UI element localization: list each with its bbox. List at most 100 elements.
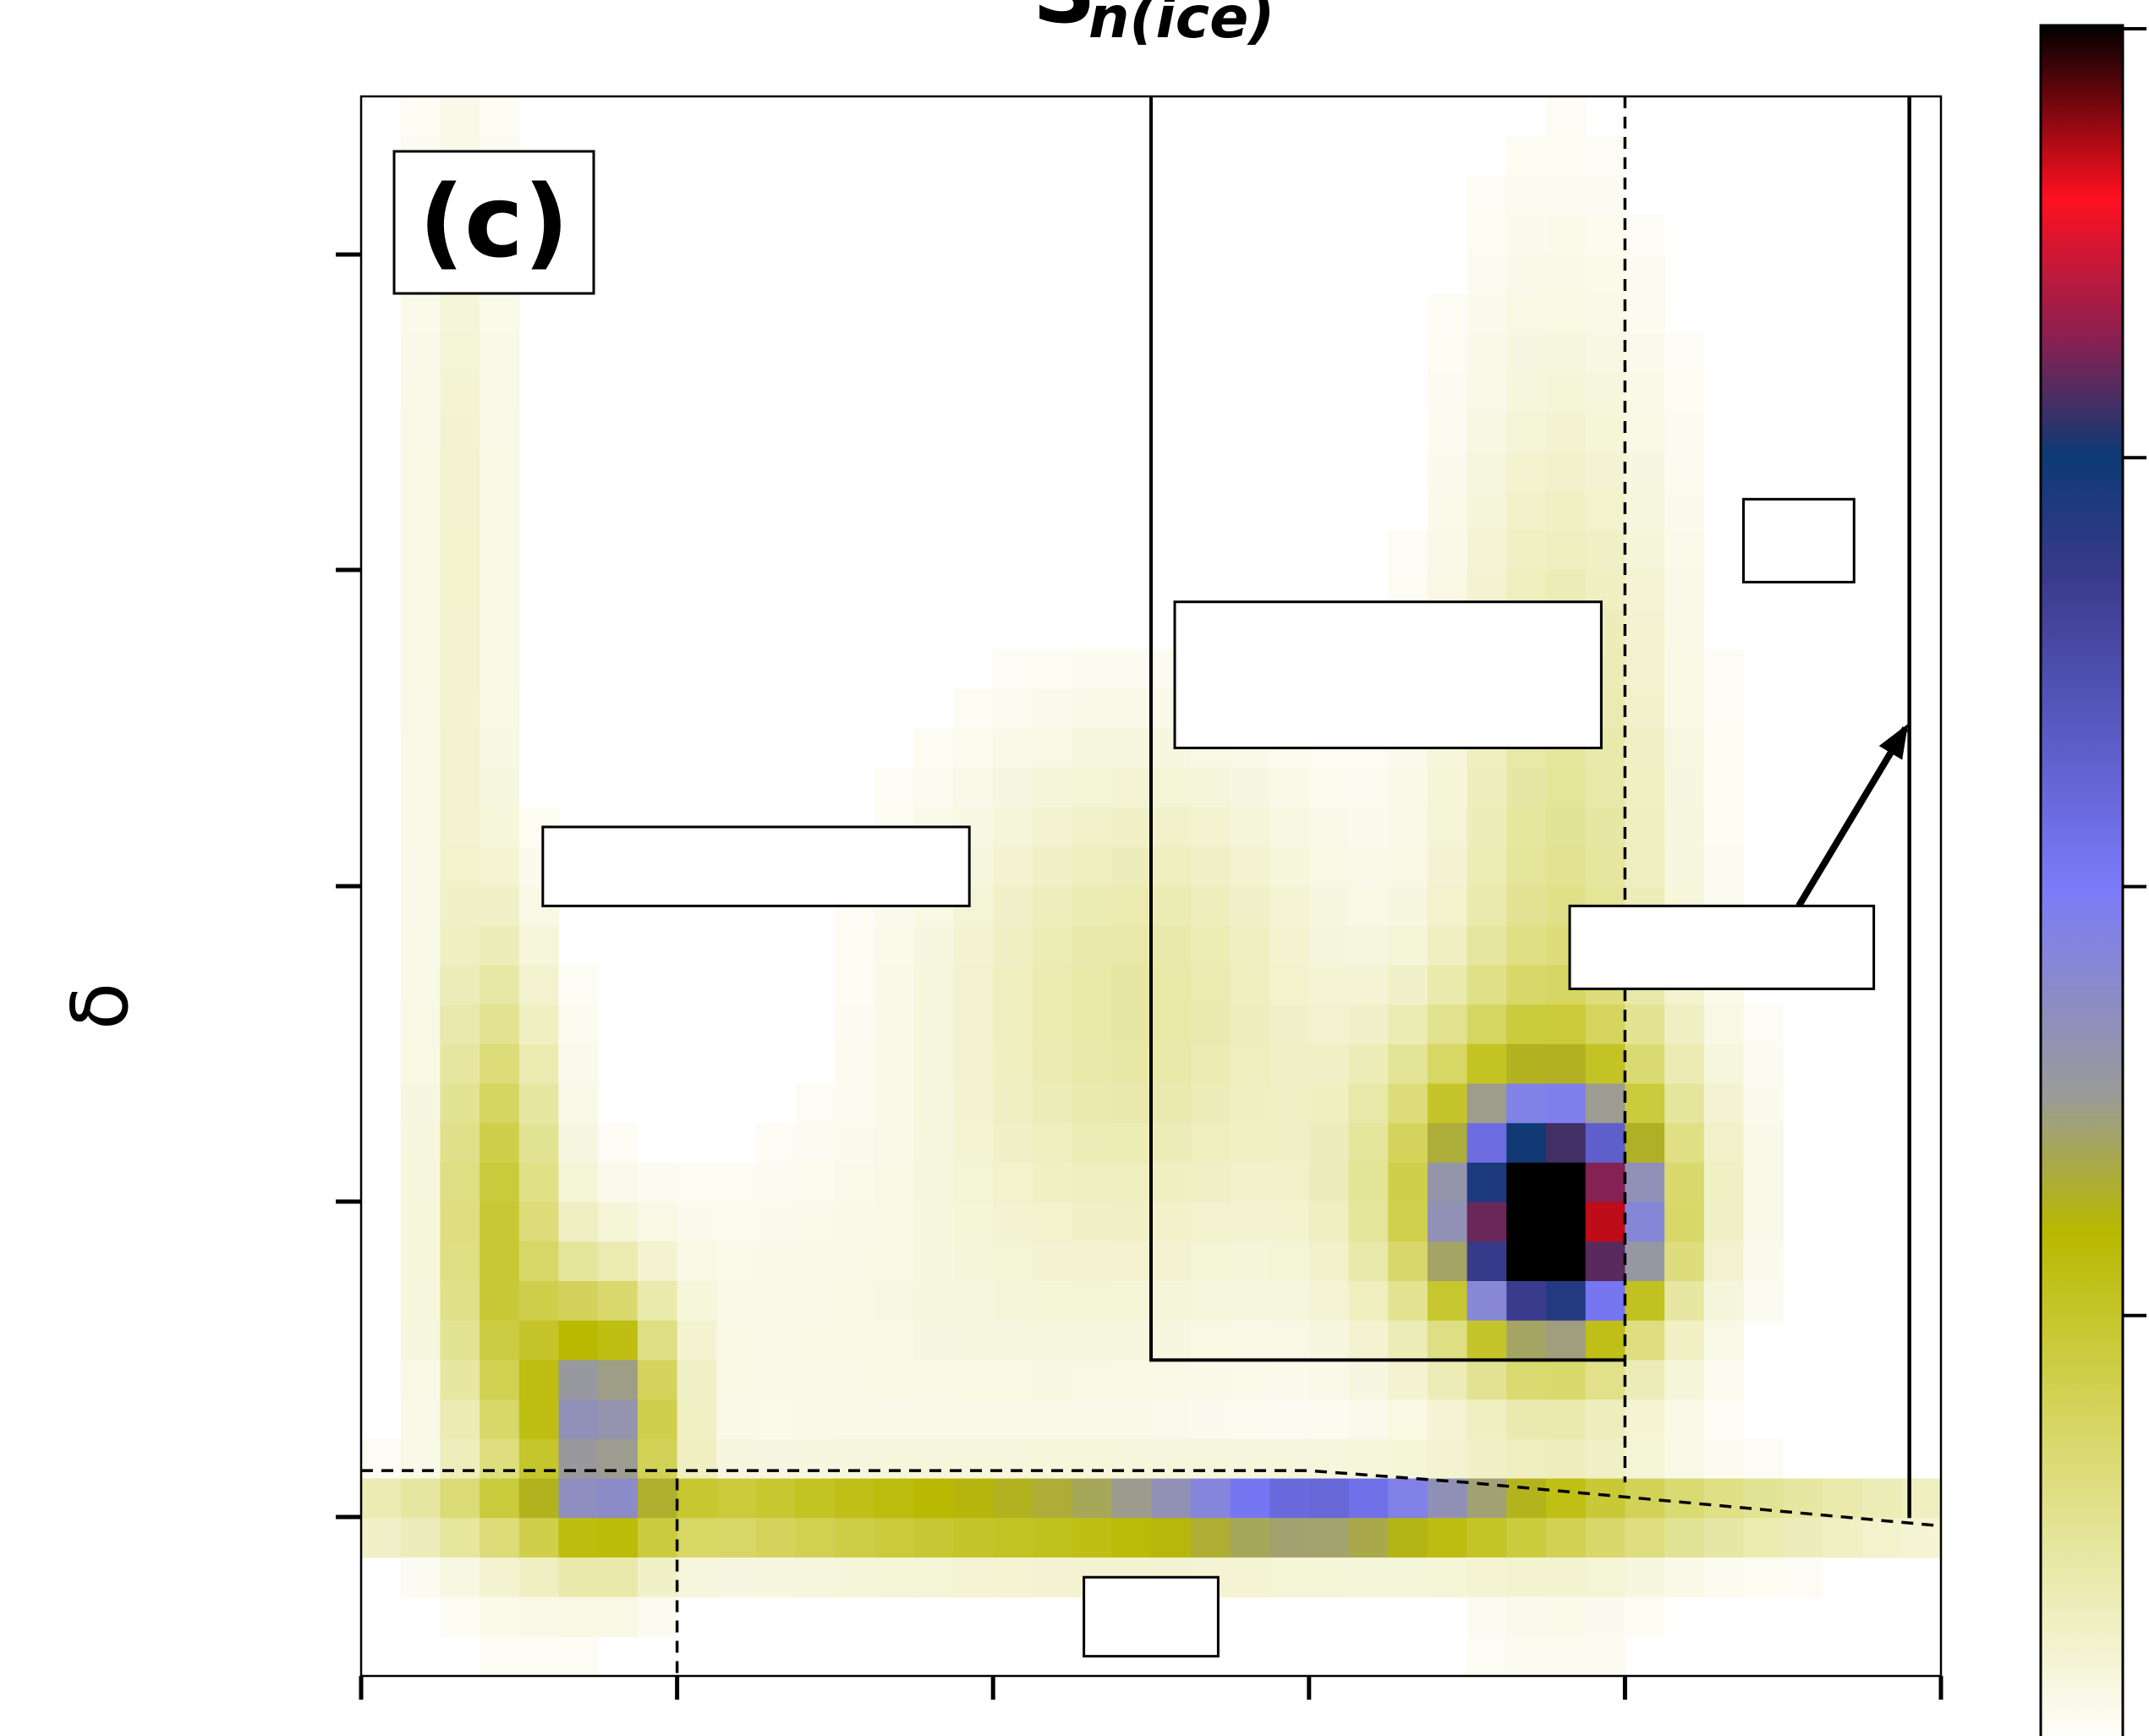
heatmap-cell (1466, 886, 1507, 927)
heatmap-cell (716, 1438, 757, 1480)
heatmap-cell (440, 807, 480, 847)
heatmap-cell (1466, 767, 1507, 808)
heatmap-cell (480, 1162, 520, 1203)
heatmap-cell (1151, 1438, 1192, 1480)
heatmap-cell (913, 1083, 955, 1124)
heatmap-cell (835, 925, 875, 966)
heatmap-cell (1546, 1123, 1587, 1164)
heatmap-cell (913, 1557, 955, 1598)
heatmap-cell (1032, 767, 1073, 808)
heatmap-cell (913, 1005, 955, 1045)
heatmap-cell (440, 491, 480, 532)
heatmap-cell (993, 1005, 1033, 1045)
heatmap-cell (1546, 254, 1587, 295)
heatmap-cell (1506, 135, 1547, 176)
y-axis-ticks (336, 252, 361, 1520)
heatmap-cell (953, 1438, 994, 1480)
heatmap-cell (1664, 1399, 1705, 1440)
heatmap-cell (874, 1360, 915, 1400)
heatmap-cell (1032, 1241, 1073, 1282)
heatmap-cell (1427, 1557, 1468, 1598)
heatmap-cell (637, 1518, 678, 1558)
heatmap-cell (953, 1202, 994, 1242)
heatmap-cell (1308, 846, 1350, 887)
heatmap-cell (953, 1005, 994, 1045)
heatmap-cell (400, 846, 441, 887)
heatmap-cell (1546, 1281, 1587, 1322)
heatmap-cell (1269, 1557, 1310, 1598)
heatmap-cell (480, 1360, 520, 1400)
heatmap-cell (1111, 1241, 1152, 1282)
heatmap-cell (361, 1478, 402, 1519)
heatmap-cell (993, 649, 1033, 690)
heatmap-cell (677, 1281, 717, 1322)
heatmap-cell (1625, 215, 1665, 255)
heatmap-cell (480, 1438, 520, 1480)
heatmap-cell (1190, 767, 1231, 808)
heatmap-cell (993, 1083, 1033, 1124)
heatmap-cell (993, 1438, 1033, 1480)
heatmap-cell (440, 1083, 480, 1124)
heatmap-cell (440, 1399, 480, 1440)
heatmap-cell (1072, 767, 1112, 808)
heatmap-cell (1546, 135, 1587, 176)
heatmap-cell (835, 1320, 875, 1361)
heatmap-cell (1506, 886, 1547, 927)
heatmap-cell (1743, 1005, 1784, 1045)
heatmap-cell (558, 1478, 599, 1519)
heatmap-cell (1348, 1438, 1389, 1480)
heatmap-cell (1230, 1043, 1270, 1085)
heatmap-cell (874, 1478, 915, 1519)
heatmap-cell (1072, 1241, 1112, 1282)
heatmap-cell (1111, 965, 1152, 1005)
heatmap-cell (1348, 1281, 1389, 1322)
heatmap-cell (1546, 1518, 1587, 1558)
heatmap-cell (1703, 649, 1745, 690)
heatmap-cell (1230, 1241, 1270, 1282)
heatmap-cell (480, 1043, 520, 1085)
heatmap-cell (953, 767, 994, 808)
heatmap-cell (400, 1438, 441, 1480)
heatmap-cell (1269, 1005, 1310, 1045)
heatmap-cell (400, 1320, 441, 1361)
heatmap-cell (400, 530, 441, 571)
heatmap-cell (1388, 807, 1428, 847)
heatmap-cell (874, 1202, 915, 1242)
heatmap-cell (480, 728, 520, 769)
heatmap-cell (1585, 1636, 1625, 1676)
heatmap-cell (1308, 1123, 1350, 1164)
heatmap-cell (1546, 1360, 1587, 1400)
heatmap-cell (953, 1399, 994, 1440)
heatmap-cell (518, 1241, 560, 1282)
heatmap-cell (440, 846, 480, 887)
heatmap-cell (1388, 1281, 1428, 1322)
heatmap-cell (913, 728, 955, 769)
heatmap-cell (716, 1360, 757, 1400)
heatmap-cell (637, 1478, 678, 1519)
heatmap-cell (558, 965, 599, 1005)
heatmap-cell (637, 1202, 678, 1242)
heatmap-cell (1585, 1043, 1625, 1085)
panel-label-box (392, 150, 595, 295)
heatmap-cell (518, 1636, 560, 1676)
heatmap-cell (1427, 530, 1468, 571)
heatmap-cell (1388, 1518, 1428, 1558)
heatmap-cell (756, 1162, 797, 1203)
heatmap-cell (1625, 491, 1665, 532)
heatmap-cell (1585, 1320, 1625, 1361)
heatmap-cell (1230, 1360, 1270, 1400)
heatmap-cell (1032, 688, 1073, 729)
heatmap-cell (400, 1360, 441, 1400)
heatmap-cell (1308, 886, 1350, 927)
heatmap-cell (1506, 1005, 1547, 1045)
heatmap-cell (1072, 1320, 1112, 1361)
heatmap-cell (1427, 1162, 1468, 1203)
heatmap-cell (1625, 1399, 1665, 1440)
heatmap-cell (1703, 1478, 1745, 1519)
heatmap-cell (1111, 1005, 1152, 1045)
heatmap-cell (677, 1360, 717, 1400)
heatmap-cell (1072, 886, 1112, 927)
heatmap-cell (1230, 1320, 1270, 1361)
heatmap-cell (1664, 1083, 1705, 1124)
heatmap-cell (440, 965, 480, 1005)
